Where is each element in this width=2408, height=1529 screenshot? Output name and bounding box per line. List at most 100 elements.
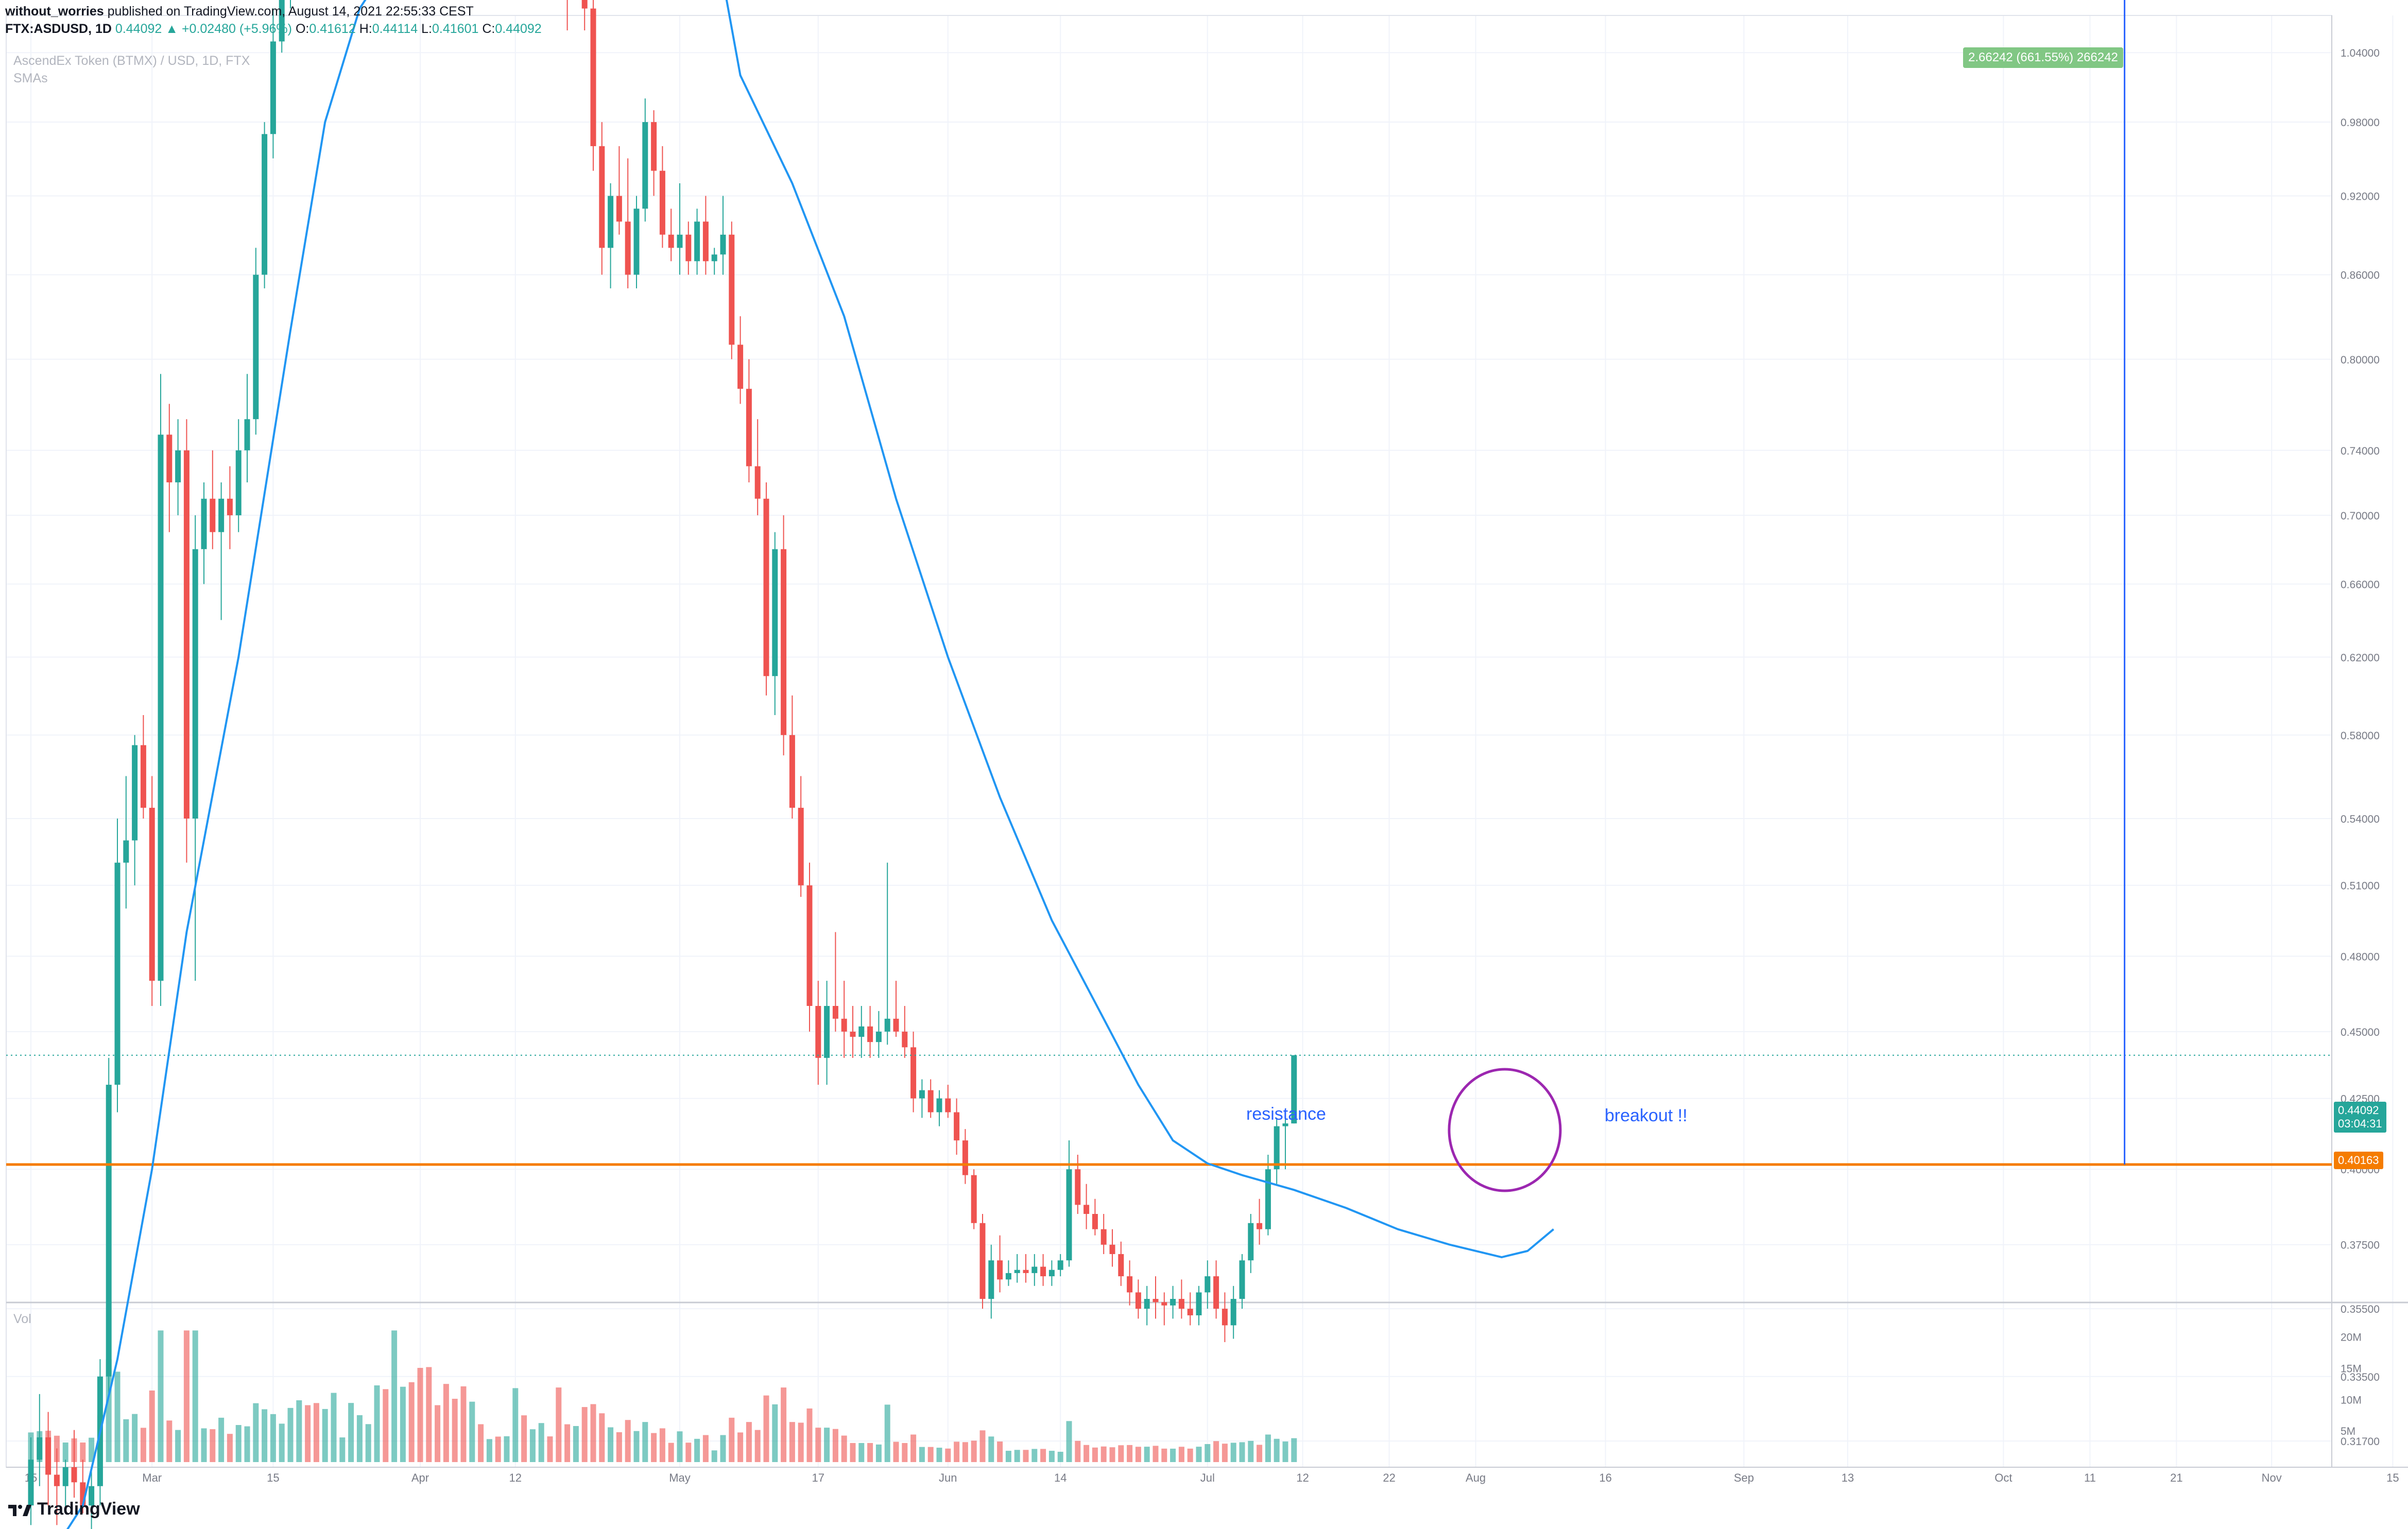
candle-body bbox=[685, 234, 692, 262]
candle-body bbox=[132, 745, 138, 841]
last-price-badge: 0.44092 03:04:31 bbox=[2334, 1102, 2386, 1133]
candle-body bbox=[850, 1031, 856, 1037]
price-tick-label: 0.48000 bbox=[2341, 951, 2380, 963]
volume-bar bbox=[97, 1415, 103, 1462]
price-tick-label: 0.80000 bbox=[2341, 354, 2380, 366]
author-name[interactable]: without_worries bbox=[5, 4, 104, 19]
volume-bar bbox=[867, 1443, 873, 1462]
volume-bar bbox=[875, 1444, 882, 1462]
volume-bar bbox=[945, 1448, 951, 1462]
tradingview-logo[interactable]: TradingView bbox=[7, 1499, 140, 1519]
tradingview-logo-icon bbox=[8, 1504, 31, 1516]
ohlc-open-value: 0.41612 bbox=[309, 22, 356, 36]
ohlc-close-value: 0.44092 bbox=[495, 22, 542, 36]
sma-line bbox=[66, 0, 1555, 1529]
volume-bar bbox=[443, 1384, 449, 1462]
price-tick-label: 0.86000 bbox=[2341, 270, 2380, 282]
candle-body bbox=[936, 1098, 942, 1113]
volume-bar bbox=[772, 1404, 778, 1462]
volume-bar bbox=[426, 1367, 432, 1462]
price-tick-label: 0.33500 bbox=[2341, 1371, 2380, 1383]
volume-bar bbox=[1023, 1450, 1029, 1462]
volume-bar bbox=[322, 1409, 328, 1462]
volume-bar bbox=[564, 1424, 571, 1462]
volume-bar bbox=[521, 1415, 527, 1462]
candle-body bbox=[54, 1474, 60, 1486]
volume-bar bbox=[486, 1439, 492, 1462]
volume-bar bbox=[746, 1422, 752, 1462]
volume-bar bbox=[529, 1429, 536, 1462]
candle-body bbox=[659, 170, 665, 235]
candle-body bbox=[1161, 1302, 1167, 1306]
candle-body bbox=[1100, 1229, 1107, 1245]
volume-bar bbox=[408, 1382, 415, 1462]
volume-bar bbox=[1127, 1445, 1133, 1462]
ohlc-low-key: L: bbox=[421, 22, 433, 36]
volume-bar bbox=[642, 1422, 648, 1462]
measure-label[interactable]: 2.66242 (661.55%) 266242 bbox=[1963, 47, 2123, 68]
candle-body bbox=[114, 862, 121, 1085]
volume-bar bbox=[210, 1429, 216, 1462]
volume-bar bbox=[781, 1387, 787, 1462]
candle-body bbox=[1144, 1299, 1150, 1309]
volume-bar bbox=[287, 1408, 294, 1462]
candle-body bbox=[581, 0, 588, 9]
volume-bar bbox=[158, 1330, 164, 1462]
volume-bar bbox=[339, 1437, 346, 1462]
candle-body bbox=[62, 1467, 68, 1486]
volume-bar bbox=[183, 1330, 190, 1462]
volume-bar bbox=[1213, 1441, 1219, 1462]
breakout-note[interactable]: breakout !! bbox=[1605, 1106, 1688, 1125]
volume-bar bbox=[106, 1359, 112, 1462]
candle-body bbox=[1213, 1276, 1219, 1309]
indicator-label[interactable]: SMAs bbox=[13, 71, 48, 85]
time-tick-label: 14 bbox=[1054, 1471, 1067, 1484]
volume-bar bbox=[28, 1432, 34, 1462]
candle-body bbox=[201, 498, 207, 549]
volume-bar bbox=[979, 1430, 986, 1462]
candle-body bbox=[902, 1031, 908, 1048]
volume-bar bbox=[971, 1440, 977, 1462]
candle-body bbox=[1066, 1169, 1072, 1261]
volume-bar bbox=[1040, 1449, 1046, 1462]
symbol-label[interactable]: FTX:ASDUSD, 1D bbox=[5, 22, 112, 36]
resistance-note[interactable]: resistance bbox=[1246, 1104, 1326, 1124]
volume-bar bbox=[1178, 1447, 1184, 1462]
volume-bar bbox=[123, 1419, 129, 1462]
candle-body bbox=[1127, 1276, 1133, 1293]
volume-bar bbox=[54, 1435, 60, 1462]
volume-bar bbox=[460, 1386, 467, 1462]
volume-bar bbox=[365, 1424, 371, 1462]
candle-body bbox=[979, 1223, 986, 1299]
volume-bar bbox=[132, 1414, 138, 1462]
candle-body bbox=[633, 208, 640, 275]
time-tick-label: 17 bbox=[812, 1471, 824, 1484]
volume-bar bbox=[850, 1443, 856, 1462]
volume-bar bbox=[556, 1387, 562, 1462]
volume-bar bbox=[1248, 1440, 1254, 1462]
time-tick-label: 21 bbox=[2170, 1471, 2182, 1484]
volume-bar bbox=[1222, 1444, 1228, 1462]
volume-bar bbox=[253, 1403, 259, 1462]
tradingview-logo-text: TradingView bbox=[37, 1499, 140, 1519]
candle-body bbox=[789, 735, 795, 808]
volume-bar bbox=[910, 1434, 917, 1462]
volume-bar bbox=[677, 1431, 683, 1462]
volume-bar bbox=[175, 1430, 181, 1462]
candle-body bbox=[1023, 1270, 1029, 1273]
volume-bar bbox=[495, 1436, 501, 1462]
candle-body bbox=[781, 549, 787, 735]
chart-grid bbox=[6, 15, 2394, 1467]
last-price-badge-value: 0.44092 bbox=[2338, 1104, 2379, 1117]
time-tick-label: 15 bbox=[267, 1471, 279, 1484]
volume-tick-label: 5M bbox=[2341, 1426, 2355, 1437]
volume-bar bbox=[140, 1428, 146, 1462]
candle-body bbox=[1248, 1223, 1254, 1261]
volume-label[interactable]: Vol bbox=[13, 1312, 31, 1326]
time-tick-label: Jun bbox=[939, 1471, 957, 1484]
candle-body bbox=[1031, 1266, 1038, 1273]
candle-body bbox=[183, 450, 190, 819]
volume-bar bbox=[469, 1401, 475, 1462]
candle-body bbox=[244, 419, 250, 450]
